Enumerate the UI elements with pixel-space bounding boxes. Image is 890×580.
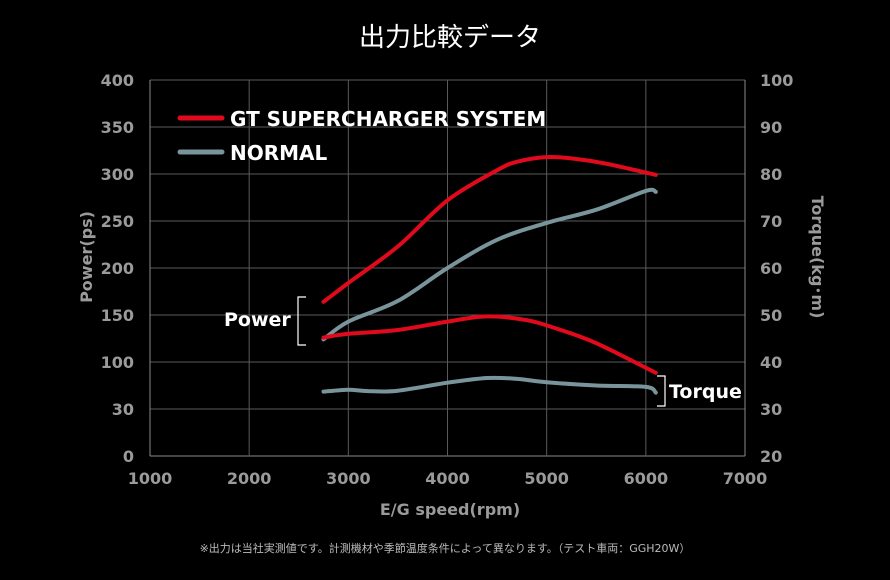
power-bracket	[297, 296, 306, 346]
y-left-tick-label: 100	[101, 353, 134, 372]
legend-label-supercharger: GT SUPERCHARGER SYSTEM	[230, 107, 546, 131]
y-right-tick-label: 30	[760, 400, 782, 419]
y-left-tick-label: 350	[101, 118, 134, 137]
y-right-tick-labels: 20 30 40 50 60 70 80 90 100	[760, 71, 793, 466]
y-right-tick-label: 60	[760, 259, 782, 278]
chart-title: 出力比較データ	[359, 23, 541, 53]
power-annotation: Power	[224, 296, 306, 346]
x-tick-label: 7000	[723, 469, 768, 488]
y-right-axis-label: Torque(kg･m)	[808, 196, 827, 319]
y-right-tick-label: 100	[760, 71, 793, 90]
y-right-tick-label: 90	[760, 118, 782, 137]
y-left-tick-label: 250	[101, 212, 134, 231]
torque-annotation: Torque	[657, 375, 742, 407]
y-left-tick-label: 150	[101, 306, 134, 325]
y-left-tick-labels: 0 30 100 150 200 250 300 350 400	[101, 71, 134, 466]
torque-annotation-label: Torque	[669, 381, 742, 403]
y-left-tick-label: 30	[112, 400, 134, 419]
torque-bracket	[657, 375, 666, 407]
series-lines	[321, 154, 658, 395]
y-right-tick-label: 80	[760, 165, 782, 184]
x-tick-label: 1000	[128, 469, 173, 488]
x-tick-label: 6000	[624, 469, 669, 488]
x-tick-label: 5000	[524, 469, 569, 488]
x-tick-label: 4000	[425, 469, 470, 488]
power-annotation-label: Power	[224, 309, 291, 331]
power-supercharger-line	[321, 154, 658, 304]
y-right-tick-label: 20	[760, 447, 782, 466]
x-tick-label: 2000	[227, 469, 272, 488]
x-tick-labels: 1000 2000 3000 4000 5000 6000 7000	[128, 469, 768, 488]
y-right-tick-label: 70	[760, 212, 782, 231]
y-left-tick-label: 200	[101, 259, 134, 278]
y-left-tick-label: 400	[101, 71, 134, 90]
x-axis-label: E/G speed(rpm)	[380, 500, 520, 519]
y-left-axis-label: Power(ps)	[77, 211, 96, 303]
legend-label-normal: NORMAL	[230, 141, 328, 165]
y-left-tick-label: 300	[101, 165, 134, 184]
footnote: ※出力は当社実測値です。計測機材や季節温度条件によって異なります。（テスト車両：…	[200, 541, 691, 555]
y-left-tick-label: 0	[123, 447, 134, 466]
legend: GT SUPERCHARGER SYSTEM NORMAL	[177, 107, 546, 165]
y-right-tick-label: 40	[760, 353, 782, 372]
torque-supercharger-line	[321, 314, 658, 375]
x-tick-label: 3000	[326, 469, 371, 488]
torque-normal-line	[321, 375, 658, 395]
power-normal-line	[321, 187, 658, 342]
y-right-tick-label: 50	[760, 306, 782, 325]
